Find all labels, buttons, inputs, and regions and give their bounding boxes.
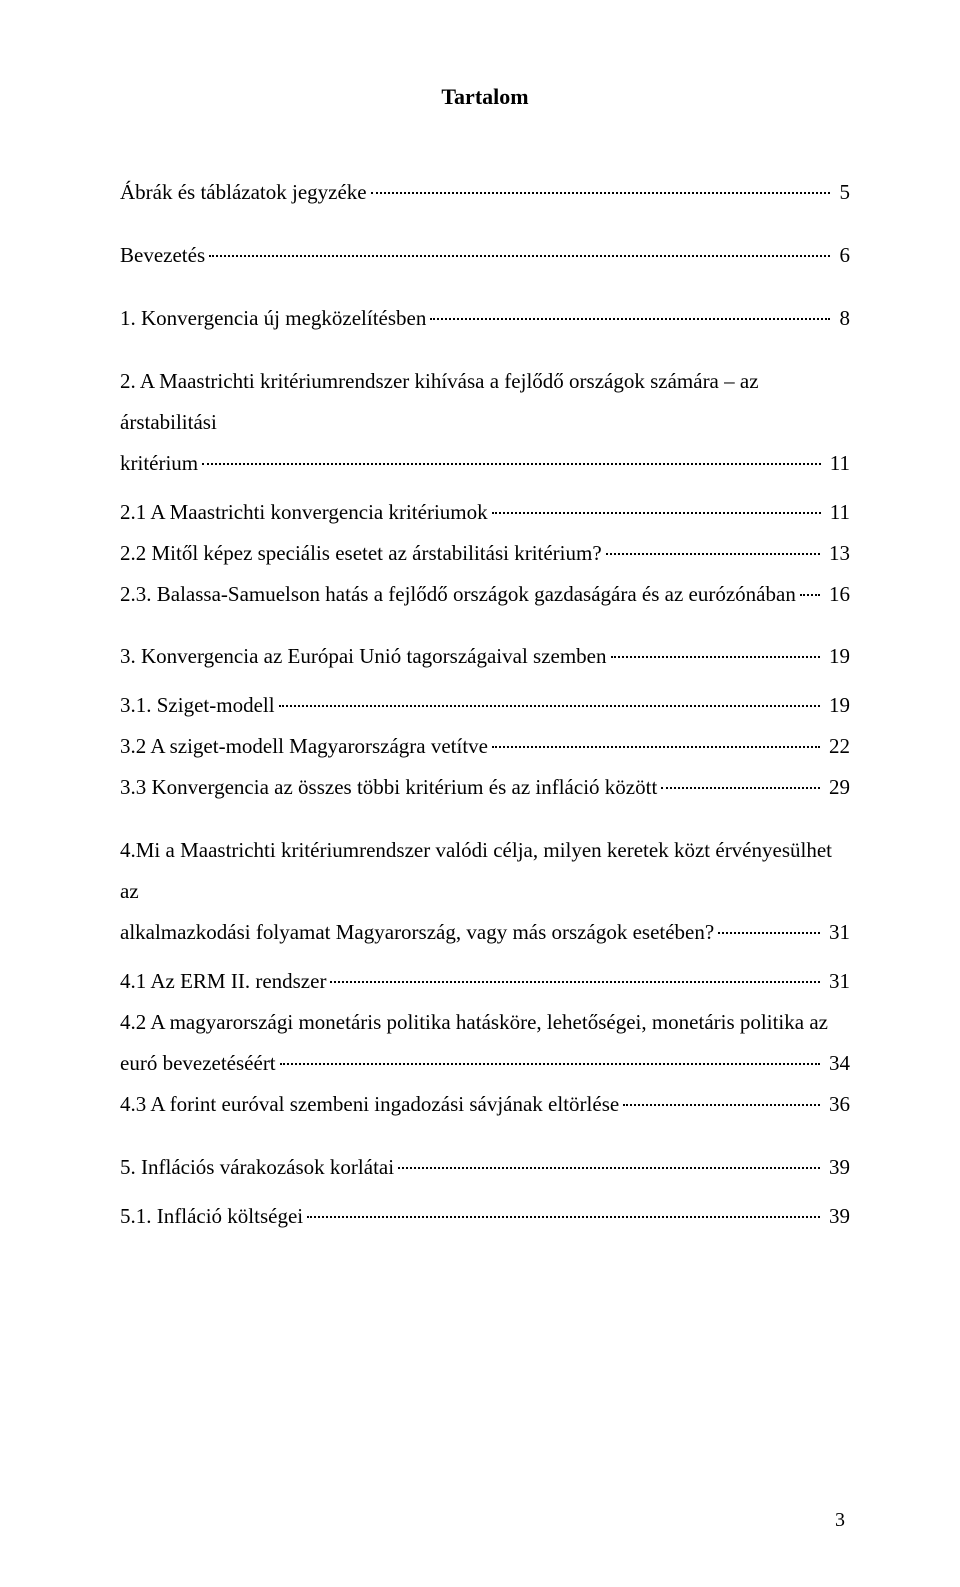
toc-leader-dots bbox=[718, 932, 820, 934]
toc-entry-text: 3.1. Sziget-modell bbox=[120, 685, 275, 726]
toc-spacer bbox=[120, 339, 850, 361]
toc-entry[interactable]: 3.2 A sziget-modell Magyarországra vetít… bbox=[120, 726, 850, 767]
toc-entry-page: 11 bbox=[825, 443, 850, 484]
toc-entry[interactable]: 3. Konvergencia az Európai Unió tagorszá… bbox=[120, 636, 850, 677]
toc-spacer bbox=[120, 213, 850, 235]
toc-entry-page: 11 bbox=[825, 492, 850, 533]
toc-entry[interactable]: 5. Inflációs várakozások korlátai 39 bbox=[120, 1147, 850, 1188]
toc-entry[interactable]: 2.2 Mitől képez speciális esetet az árst… bbox=[120, 533, 850, 574]
toc-leader-dots bbox=[800, 594, 820, 596]
toc-spacer bbox=[120, 677, 850, 685]
toc-spacer bbox=[120, 1188, 850, 1196]
toc-spacer bbox=[120, 276, 850, 298]
toc-entry-text: 4.3 A forint euróval szembeni ingadozási… bbox=[120, 1084, 619, 1125]
toc-leader-dots bbox=[202, 463, 820, 465]
toc-entry-text: 2.3. Balassa-Samuelson hatás a fejlődő o… bbox=[120, 574, 796, 615]
toc-entry-page: 29 bbox=[824, 767, 850, 808]
toc-spacer bbox=[120, 614, 850, 636]
toc-leader-dots bbox=[661, 787, 819, 789]
toc-leader-dots bbox=[209, 255, 830, 257]
toc-entry-page: 31 bbox=[824, 961, 850, 1002]
toc-entry-text: 5.1. Infláció költségei bbox=[120, 1196, 303, 1237]
toc-entry-text: alkalmazkodási folyamat Magyarország, va… bbox=[120, 912, 714, 953]
toc-entry[interactable]: Ábrák és táblázatok jegyzéke 5 bbox=[120, 172, 850, 213]
toc-entry-page: 6 bbox=[834, 235, 850, 276]
toc-entry-text: kritérium bbox=[120, 443, 198, 484]
toc-entry[interactable]: 5.1. Infláció költségei 39 bbox=[120, 1196, 850, 1237]
toc-entry[interactable]: 4.1 Az ERM II. rendszer 31 bbox=[120, 961, 850, 1002]
toc-leader-dots bbox=[279, 705, 820, 707]
toc-entry-text: 3.2 A sziget-modell Magyarországra vetít… bbox=[120, 726, 488, 767]
toc-entry-text: 2.2 Mitől képez speciális esetet az árst… bbox=[120, 533, 602, 574]
toc-entry-page: 36 bbox=[824, 1084, 850, 1125]
toc-entry-page: 39 bbox=[824, 1147, 850, 1188]
toc-leader-dots bbox=[492, 512, 821, 514]
toc-spacer bbox=[120, 1125, 850, 1147]
toc-leader-dots bbox=[371, 192, 831, 194]
toc-entry-page: 8 bbox=[834, 298, 850, 339]
toc-entry[interactable]: alkalmazkodási folyamat Magyarország, va… bbox=[120, 912, 850, 953]
toc-leader-dots bbox=[623, 1104, 820, 1106]
toc-entry-text: 1. Konvergencia új megközelítésben bbox=[120, 298, 426, 339]
toc-entry[interactable]: 2.3. Balassa-Samuelson hatás a fejlődő o… bbox=[120, 574, 850, 615]
toc-entry-wrapline: 2. A Maastrichti kritériumrendszer kihív… bbox=[120, 361, 850, 443]
toc-leader-dots bbox=[307, 1216, 820, 1218]
toc-spacer bbox=[120, 808, 850, 830]
toc-entry-text: 4.1 Az ERM II. rendszer bbox=[120, 961, 326, 1002]
toc-entry-page: 39 bbox=[824, 1196, 850, 1237]
toc-entry[interactable]: 1. Konvergencia új megközelítésben 8 bbox=[120, 298, 850, 339]
toc-leader-dots bbox=[606, 553, 820, 555]
toc-entry-wrapline: 4.Mi a Maastrichti kritériumrendszer val… bbox=[120, 830, 850, 912]
toc-entry-text: 3. Konvergencia az Európai Unió tagorszá… bbox=[120, 636, 607, 677]
toc-entry[interactable]: 2.1 A Maastrichti konvergencia kritérium… bbox=[120, 492, 850, 533]
toc-entry-text: 5. Inflációs várakozások korlátai bbox=[120, 1147, 394, 1188]
toc-leader-dots bbox=[492, 746, 820, 748]
toc-list: Ábrák és táblázatok jegyzéke 5 Bevezetés … bbox=[120, 172, 850, 1237]
toc-leader-dots bbox=[430, 318, 830, 320]
toc-entry-wrapline: 4.2 A magyarországi monetáris politika h… bbox=[120, 1002, 850, 1043]
page-number: 3 bbox=[835, 1509, 845, 1532]
toc-entry-text: euró bevezetéséért bbox=[120, 1043, 276, 1084]
toc-entry-text: 2.1 A Maastrichti konvergencia kritérium… bbox=[120, 492, 488, 533]
toc-entry-page: 19 bbox=[824, 685, 850, 726]
toc-entry[interactable]: 3.1. Sziget-modell 19 bbox=[120, 685, 850, 726]
toc-leader-dots bbox=[280, 1063, 820, 1065]
toc-entry[interactable]: euró bevezetéséért 34 bbox=[120, 1043, 850, 1084]
toc-leader-dots bbox=[611, 656, 820, 658]
toc-entry-page: 19 bbox=[824, 636, 850, 677]
toc-entry-page: 16 bbox=[824, 574, 850, 615]
toc-entry-text: 3.3 Konvergencia az összes többi kritéri… bbox=[120, 767, 657, 808]
toc-spacer bbox=[120, 484, 850, 492]
toc-leader-dots bbox=[330, 981, 819, 983]
toc-entry-page: 34 bbox=[824, 1043, 850, 1084]
toc-entry[interactable]: 3.3 Konvergencia az összes többi kritéri… bbox=[120, 767, 850, 808]
toc-entry-page: 22 bbox=[824, 726, 850, 767]
toc-spacer bbox=[120, 953, 850, 961]
toc-entry[interactable]: kritérium 11 bbox=[120, 443, 850, 484]
toc-entry-page: 5 bbox=[834, 172, 850, 213]
toc-title: Tartalom bbox=[120, 84, 850, 110]
toc-entry-text: Bevezetés bbox=[120, 235, 205, 276]
toc-entry[interactable]: 4.3 A forint euróval szembeni ingadozási… bbox=[120, 1084, 850, 1125]
toc-entry-page: 31 bbox=[824, 912, 850, 953]
toc-entry-page: 13 bbox=[824, 533, 850, 574]
toc-entry-text: Ábrák és táblázatok jegyzéke bbox=[120, 172, 367, 213]
toc-leader-dots bbox=[398, 1167, 820, 1169]
toc-entry[interactable]: Bevezetés 6 bbox=[120, 235, 850, 276]
